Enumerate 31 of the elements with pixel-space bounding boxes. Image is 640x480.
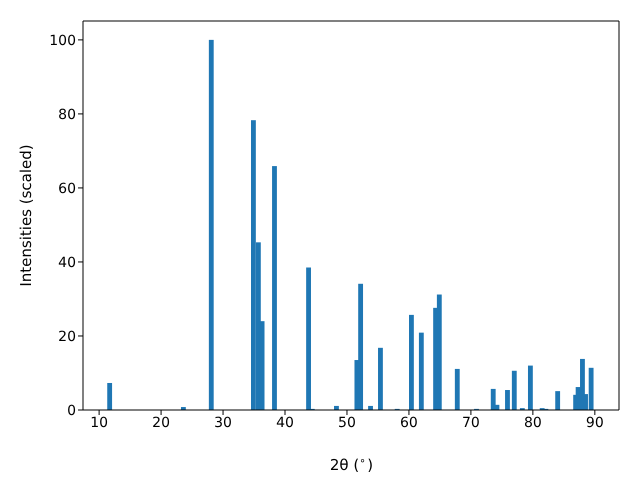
y-tick-label: 0	[67, 402, 76, 419]
bar	[272, 166, 277, 410]
x-tick-label: 10	[90, 414, 108, 431]
bar	[409, 314, 414, 410]
y-tick-label: 80	[58, 106, 76, 123]
x-tick-label: 60	[400, 414, 418, 431]
y-tick-label: 40	[58, 254, 76, 271]
bar	[306, 268, 311, 410]
x-axis-title: 2θ ($^{∘}$)	[330, 455, 374, 474]
bar	[505, 390, 510, 410]
bar	[107, 382, 112, 410]
y-axis-title: Intensities (scaled)	[17, 144, 35, 287]
x-tick-label: 50	[338, 414, 356, 431]
bar	[378, 348, 383, 410]
x-tick-label: 40	[276, 414, 294, 431]
y-tick-label: 20	[58, 328, 76, 345]
bar	[436, 294, 442, 410]
bar	[528, 366, 533, 410]
x-tick-label: 30	[214, 414, 232, 431]
x-tick-label: 20	[152, 414, 170, 431]
bar	[555, 391, 560, 410]
bar	[418, 332, 424, 410]
y-tick-label: 100	[49, 32, 76, 49]
y-tick-label: 60	[58, 180, 76, 197]
bar	[358, 284, 364, 410]
bar	[512, 370, 517, 410]
x-tick-label: 90	[586, 414, 604, 431]
bar	[454, 368, 460, 410]
x-tick-label: 70	[462, 414, 480, 431]
bar	[208, 40, 214, 410]
x-tick-label: 80	[524, 414, 542, 431]
